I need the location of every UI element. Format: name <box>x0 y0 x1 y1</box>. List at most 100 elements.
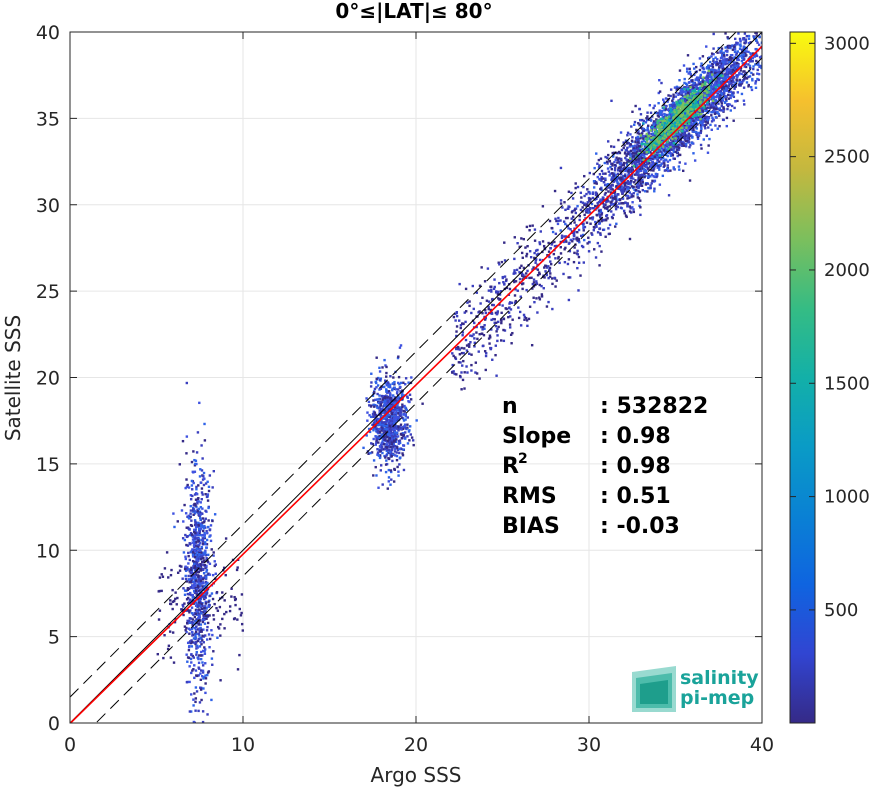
density-cell <box>201 517 205 520</box>
density-cell <box>605 183 608 186</box>
density-cell <box>720 80 724 83</box>
density-cell <box>186 566 189 569</box>
density-cell <box>683 126 686 129</box>
density-cell <box>667 169 670 173</box>
density-cell <box>731 48 735 51</box>
density-cell <box>202 572 206 575</box>
density-cell <box>726 66 729 69</box>
density-cell <box>380 433 383 436</box>
density-cell <box>199 501 202 504</box>
density-cell <box>707 117 710 120</box>
density-cell <box>632 160 635 164</box>
density-cell <box>768 39 770 41</box>
density-cell <box>659 158 663 161</box>
density-cell <box>391 415 394 418</box>
density-cell <box>382 405 385 408</box>
density-cell <box>646 111 649 114</box>
density-cell <box>193 582 196 585</box>
density-cell <box>783 35 785 37</box>
density-cell <box>199 505 203 509</box>
density-cell <box>597 212 601 215</box>
density-cell <box>386 435 389 439</box>
density-cell <box>189 640 192 643</box>
density-cell <box>724 32 727 35</box>
density-cell <box>196 580 200 583</box>
density-cell <box>408 400 411 404</box>
density-cell <box>726 86 730 90</box>
density-cell <box>677 93 680 97</box>
density-cell <box>716 111 719 114</box>
density-cell <box>210 698 213 702</box>
density-cell <box>684 97 687 100</box>
density-cell <box>195 537 198 540</box>
density-cell <box>398 383 401 386</box>
density-cell <box>202 471 206 475</box>
density-cell <box>399 426 402 430</box>
density-cell <box>644 183 648 186</box>
density-cell <box>704 86 707 89</box>
density-cell <box>718 59 722 63</box>
density-cell <box>404 437 407 440</box>
density-cell <box>702 96 705 99</box>
density-cell <box>193 577 197 580</box>
density-cell <box>578 240 581 244</box>
density-cell <box>395 410 398 414</box>
density-cell <box>390 478 393 481</box>
density-cell <box>723 85 726 89</box>
density-cell <box>404 418 407 421</box>
density-cell <box>687 136 691 139</box>
density-cell <box>214 563 218 566</box>
density-cell <box>604 155 607 159</box>
density-cell <box>616 205 619 209</box>
density-cell <box>626 175 629 178</box>
density-cell <box>382 424 385 428</box>
density-cell <box>669 112 673 115</box>
density-cell <box>196 510 199 513</box>
density-cell <box>708 72 712 76</box>
density-cell <box>214 572 217 575</box>
density-cell <box>186 483 189 487</box>
density-cell <box>186 619 189 623</box>
density-cell <box>201 539 205 543</box>
density-cell <box>712 96 715 100</box>
density-cell <box>737 55 740 58</box>
density-cell <box>370 451 374 454</box>
density-cell <box>191 559 195 563</box>
density-cell <box>577 228 581 232</box>
density-cell <box>653 190 656 193</box>
density-cell <box>387 480 390 483</box>
density-cell <box>378 454 382 457</box>
density-cell <box>692 130 695 133</box>
density-cell <box>395 438 398 441</box>
density-cell <box>772 65 774 67</box>
density-cell <box>732 92 735 95</box>
density-cell <box>673 86 677 89</box>
density-cell <box>380 394 384 398</box>
density-cell <box>407 430 411 433</box>
density-cell <box>682 91 685 94</box>
density-cell <box>190 519 193 522</box>
density-cell <box>181 537 185 540</box>
density-cell <box>207 553 210 557</box>
density-cell <box>403 425 406 428</box>
density-cell <box>675 92 678 95</box>
density-cell <box>522 275 525 278</box>
density-cell <box>775 9 777 11</box>
density-cell <box>640 126 643 130</box>
density-cell <box>390 470 393 474</box>
density-cell <box>199 601 202 604</box>
density-cell <box>757 26 759 28</box>
density-cell <box>758 65 761 69</box>
density-cell <box>389 396 392 400</box>
density-cell <box>765 24 767 26</box>
density-cell <box>618 177 621 180</box>
density-cell <box>771 14 773 16</box>
density-cell <box>399 344 403 347</box>
density-cell <box>197 661 201 665</box>
density-cell <box>389 422 393 425</box>
density-cell <box>660 162 663 165</box>
density-cell <box>403 410 406 413</box>
density-cell <box>198 654 201 657</box>
density-cell <box>192 575 195 579</box>
density-cell <box>733 47 737 51</box>
